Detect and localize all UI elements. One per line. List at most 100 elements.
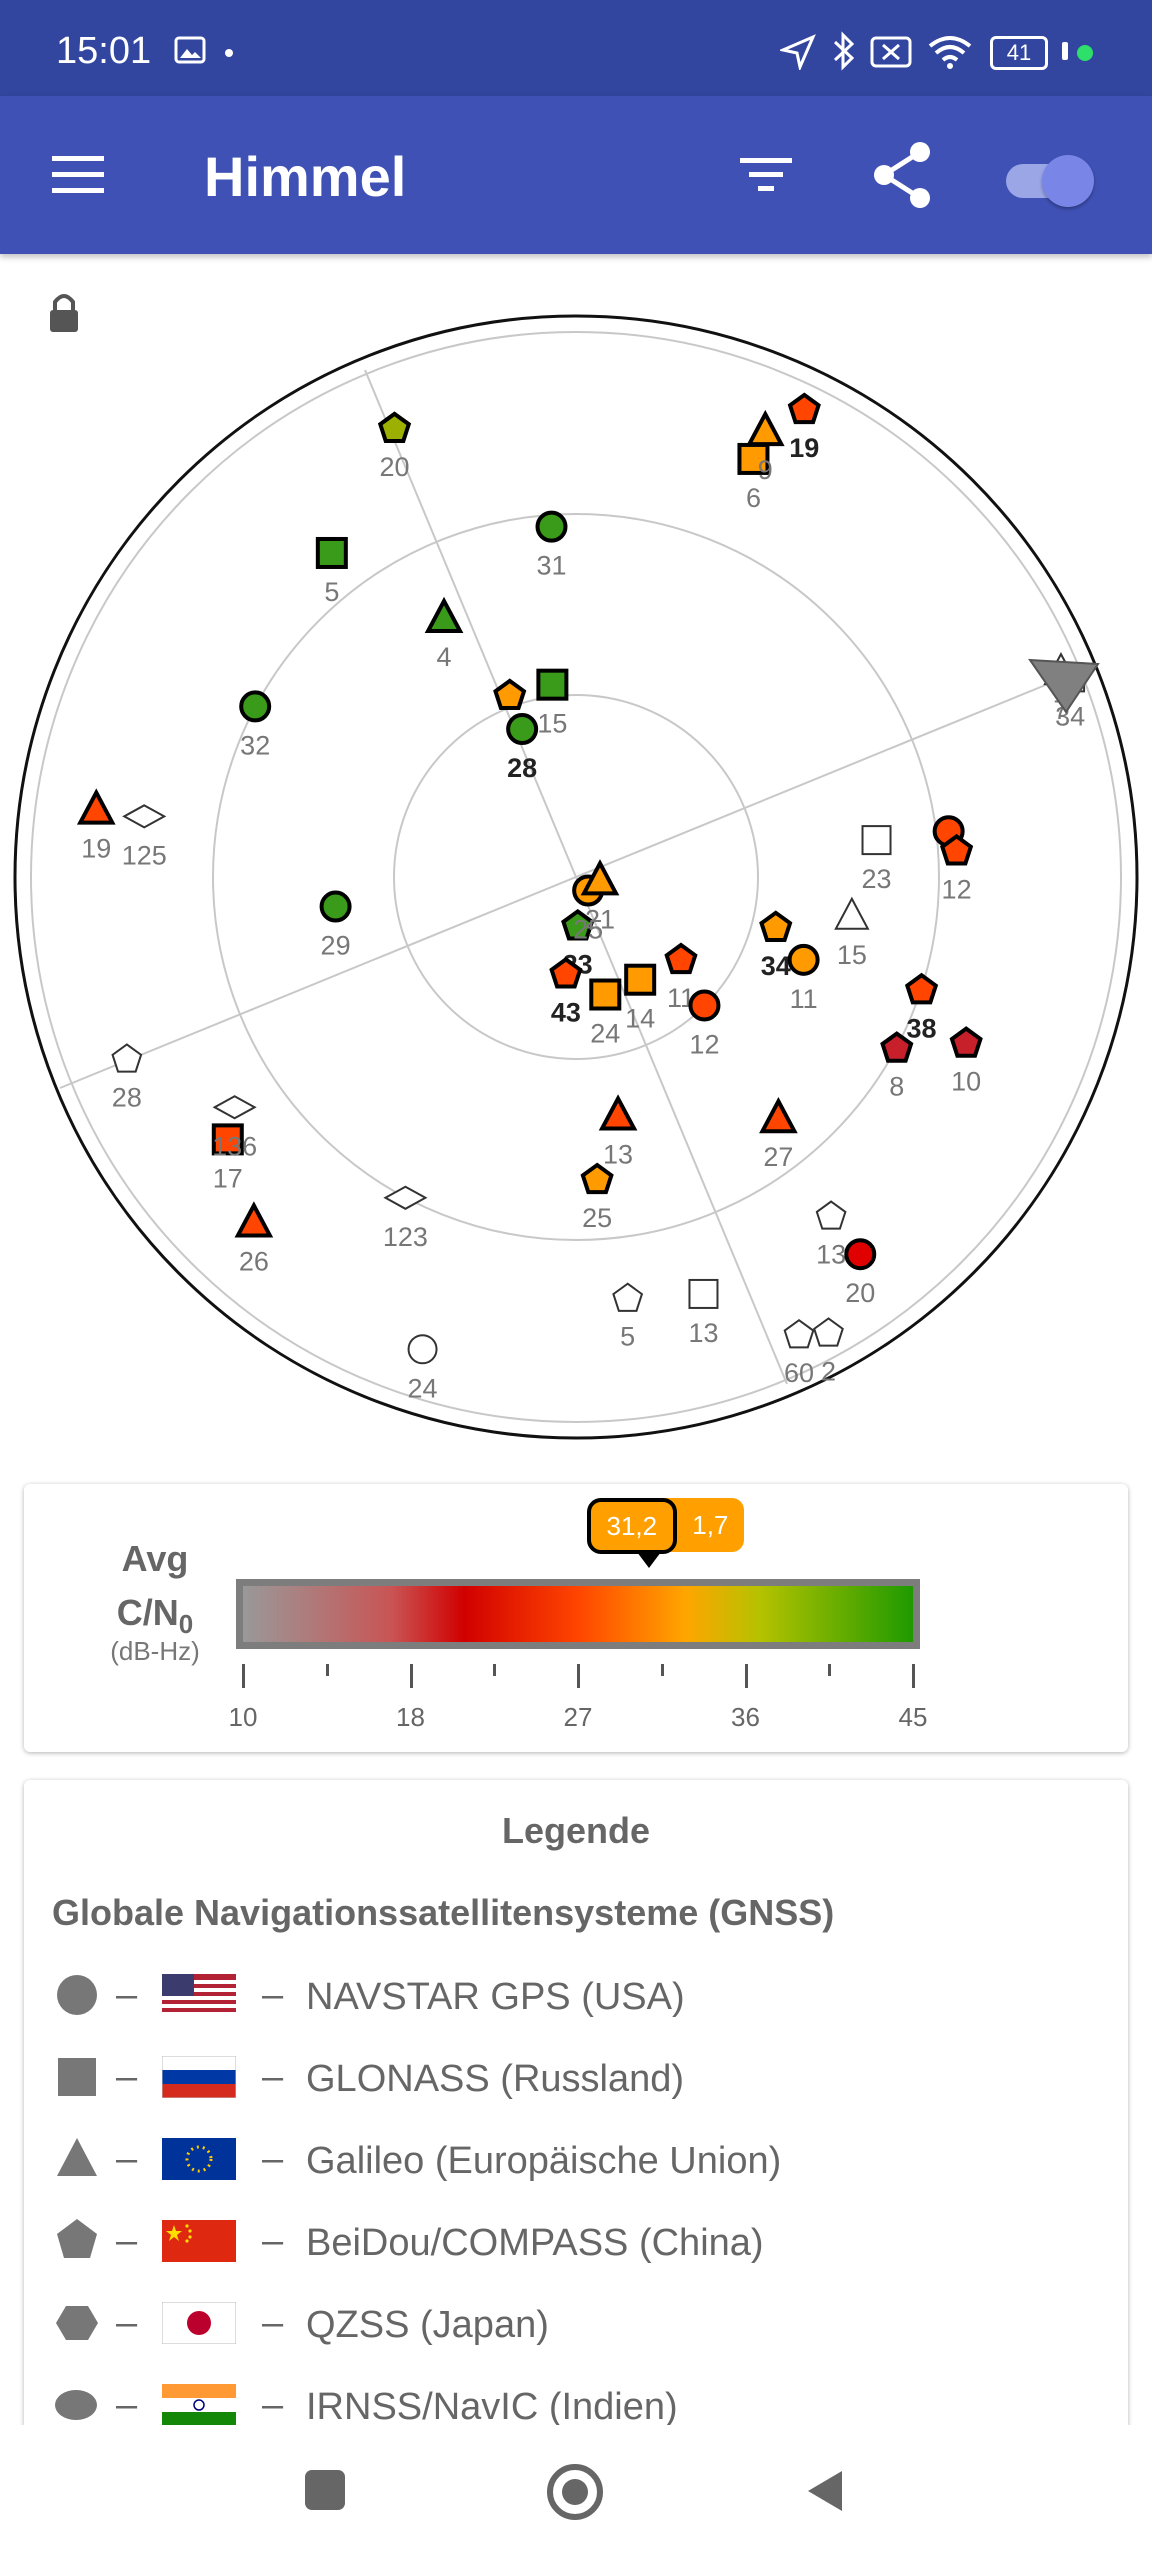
satellite-label: 125 (122, 840, 167, 870)
major-tick (409, 1664, 413, 1688)
satellite-circle-marker[interactable] (535, 510, 568, 543)
tick-label: 27 (563, 1702, 593, 1732)
horizon-ring-outer (13, 314, 1139, 1440)
satellite-pentagon-marker[interactable] (759, 910, 793, 942)
cn0-gradient-bar (236, 1579, 920, 1649)
toggle-thumb (1042, 155, 1094, 207)
satellite-pentagon-marker[interactable] (949, 1026, 983, 1058)
legend-label: QZSS (Japan) (306, 2304, 549, 2346)
azimuth-line-b (59, 665, 1093, 1089)
cn0-card: Avg C/N0 (dB-Hz) 1,7 31,2 10 18 27 36 45 (24, 1484, 1128, 1752)
location-arrow-icon (780, 34, 816, 70)
satellite-pentagon-marker[interactable] (783, 1318, 815, 1349)
cn0-title-line1: Avg (121, 1538, 189, 1579)
satellite-pentagon-marker[interactable] (612, 1282, 644, 1312)
tick-label: 18 (396, 1702, 425, 1732)
satellite-diamond-marker[interactable] (122, 804, 167, 829)
cn0-used-value: 1,7 (692, 1510, 729, 1540)
filter-icon[interactable] (740, 154, 792, 196)
legend-label: BeiDou/COMPASS (China) (306, 2222, 764, 2264)
satellite-pentagon-marker[interactable] (561, 908, 595, 941)
tick-label: 10 (228, 1702, 258, 1732)
lock-icon[interactable] (50, 294, 78, 332)
hamburger-menu-icon[interactable] (50, 154, 106, 196)
satellite-label: 13 (603, 1140, 633, 1170)
satellite-square-marker[interactable] (589, 978, 622, 1011)
satellite-diamond-marker[interactable] (212, 1095, 257, 1120)
satellite-pentagon-marker[interactable] (664, 942, 698, 975)
cn0-title-line2: C/N0 (50, 1586, 260, 1651)
satellite-square-marker[interactable] (315, 536, 348, 569)
satellite-triangle-marker[interactable] (580, 859, 620, 896)
satellite-label: 5 (324, 577, 339, 607)
satellite-triangle-marker[interactable] (759, 1096, 798, 1134)
satellite-pentagon-marker[interactable] (493, 678, 527, 711)
satellite-label: 15 (837, 940, 867, 970)
legend-dash: – (116, 2056, 138, 2098)
satellite-pentagon-marker[interactable] (377, 411, 412, 443)
satellite-label: 32 (240, 730, 270, 760)
legend-label: Galileo (Europäische Union) (306, 2140, 782, 2182)
satellite-pentagon-marker[interactable] (787, 392, 821, 425)
satellite-triangle-marker[interactable] (598, 1094, 638, 1131)
satellite-label: 24 (408, 1373, 438, 1403)
satellite-label: 27 (763, 1142, 793, 1172)
legend-row-beidou: – – BeiDou/COMPASS (China) (24, 2202, 1128, 2282)
tick-label: 45 (898, 1702, 928, 1732)
satellite-triangle-marker[interactable] (834, 896, 870, 930)
satellite-label: 23 (861, 864, 891, 894)
satellite-label: 43 (551, 997, 581, 1027)
satellite-triangle-marker[interactable] (424, 596, 464, 634)
satellite-square-marker[interactable] (536, 668, 569, 701)
satellite-circle-marker[interactable] (506, 713, 539, 746)
circle-shape-icon (57, 1975, 97, 2015)
satellite-triangle-marker[interactable] (745, 409, 785, 447)
satellite-triangle-marker[interactable] (234, 1201, 274, 1238)
oval-shape-icon (55, 2390, 97, 2420)
satellite-circle-marker[interactable] (787, 943, 820, 976)
cn0-unit: (dB-Hz) (110, 1636, 200, 1666)
back-triangle-icon[interactable] (802, 2467, 848, 2515)
dot-icon (225, 49, 233, 57)
satellite-circle-marker[interactable] (319, 890, 352, 923)
minor-tick (660, 1664, 664, 1676)
satellite-triangle-marker[interactable] (76, 788, 116, 825)
satellite-pentagon-marker[interactable] (939, 833, 974, 866)
satellite-label: 8 (889, 1072, 904, 1102)
satellite-circle-marker[interactable] (844, 1238, 877, 1271)
satellite-pentagon-marker[interactable] (813, 1317, 844, 1347)
satellite-pentagon-marker[interactable] (880, 1031, 914, 1063)
toggle-switch[interactable] (1006, 155, 1094, 207)
satellite-pentagon-marker[interactable] (580, 1162, 614, 1195)
satellite-square-marker[interactable] (624, 963, 657, 996)
tick-label: 36 (731, 1702, 760, 1732)
satellite-label: 6 (746, 483, 761, 513)
legend-card: Legende Globale Navigationssatellitensys… (24, 1780, 1128, 2540)
satellite-pentagon-marker[interactable] (904, 972, 939, 1005)
satellite-circle-marker[interactable] (239, 690, 272, 723)
share-icon[interactable] (870, 140, 936, 210)
satellite-square-marker[interactable] (861, 825, 892, 856)
recents-square-icon[interactable] (302, 2467, 348, 2513)
page-title: Himmel (204, 145, 407, 208)
navigation-bar (0, 2425, 1152, 2560)
satellite-pentagon-marker[interactable] (815, 1200, 847, 1230)
satellite-diamond-marker[interactable] (383, 1185, 428, 1210)
satellite-pentagon-marker[interactable] (111, 1043, 143, 1073)
legend-dash: – (262, 1974, 284, 2016)
satellite-label: 9 (758, 455, 773, 485)
legend-dash: – (262, 2384, 284, 2426)
legend-title: Legende (501, 1810, 651, 1851)
image-notification-icon (174, 36, 206, 64)
satellite-label: 34 (761, 951, 791, 981)
satellite-square-marker[interactable] (688, 1278, 719, 1309)
satellite-label: 19 (81, 834, 111, 864)
satellite-pentagon-marker[interactable] (549, 956, 583, 989)
satellite-square-marker[interactable] (211, 1123, 244, 1156)
satellite-circle-marker[interactable] (688, 989, 721, 1022)
satellite-circle-marker[interactable] (407, 1334, 438, 1365)
eu-flag (162, 2138, 236, 2180)
minor-tick (325, 1664, 329, 1676)
home-circle-icon[interactable] (546, 2463, 604, 2521)
satellite-label: 17 (213, 1163, 243, 1193)
